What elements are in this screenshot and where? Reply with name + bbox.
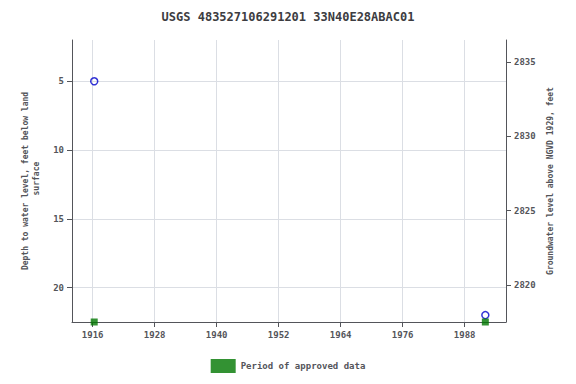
svg-text:1988: 1988	[454, 330, 476, 340]
svg-text:1940: 1940	[206, 330, 228, 340]
svg-text:1964: 1964	[330, 330, 352, 340]
svg-text:1976: 1976	[392, 330, 414, 340]
svg-text:2825: 2825	[514, 206, 536, 216]
svg-text:15: 15	[53, 214, 64, 224]
svg-text:surface: surface	[32, 162, 41, 201]
svg-text:1952: 1952	[268, 330, 290, 340]
svg-text:Period of approved data: Period of approved data	[241, 361, 366, 371]
svg-text:10: 10	[53, 145, 64, 155]
svg-text:1928: 1928	[144, 330, 166, 340]
svg-text:Depth to water level, feet bel: Depth to water level, feet below land	[21, 92, 30, 270]
svg-text:20: 20	[53, 283, 64, 293]
svg-text:Groundwater level above NGVD 1: Groundwater level above NGVD 1929, feet	[546, 87, 555, 275]
svg-text:2820: 2820	[514, 280, 536, 290]
svg-text:2835: 2835	[514, 57, 536, 67]
svg-text:2830: 2830	[514, 131, 536, 141]
svg-text:1916: 1916	[82, 330, 104, 340]
svg-text:USGS 483527106291201 33N40E28A: USGS 483527106291201 33N40E28ABAC01	[162, 10, 415, 24]
svg-text:5: 5	[59, 76, 64, 86]
